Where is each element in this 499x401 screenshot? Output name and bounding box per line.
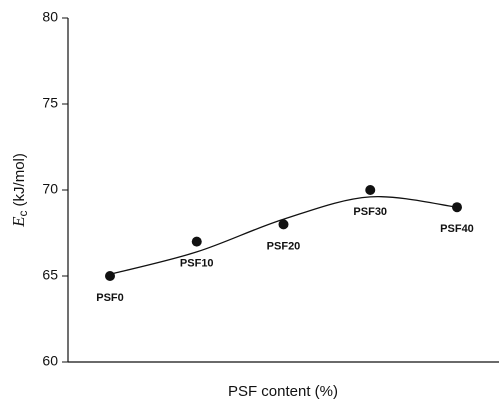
point [278, 219, 289, 230]
y-tick-label: 75 [42, 95, 58, 111]
point-label: PSF40 [440, 223, 474, 235]
y-tick-label: 80 [42, 9, 58, 25]
point [105, 271, 115, 281]
y-label-symbol: E [9, 216, 28, 228]
point-label: PSF30 [353, 206, 387, 218]
y-label-unit: (kJ/mol) [11, 153, 28, 206]
y-label-subscript: c [16, 210, 30, 216]
point-label: PSF20 [267, 240, 301, 252]
y-tick-label: 70 [42, 181, 58, 197]
y-tick-label: 65 [42, 267, 58, 283]
y-axis-label: Ec (kJ/mol) [9, 153, 30, 228]
fit-curve [109, 195, 458, 275]
point-label: PSF0 [96, 292, 124, 304]
point [191, 236, 202, 247]
y-tick-label: 60 [42, 353, 58, 369]
x-axis-label: PSF content (%) [228, 383, 338, 400]
point [365, 185, 376, 195]
point-label: PSF10 [180, 258, 214, 270]
